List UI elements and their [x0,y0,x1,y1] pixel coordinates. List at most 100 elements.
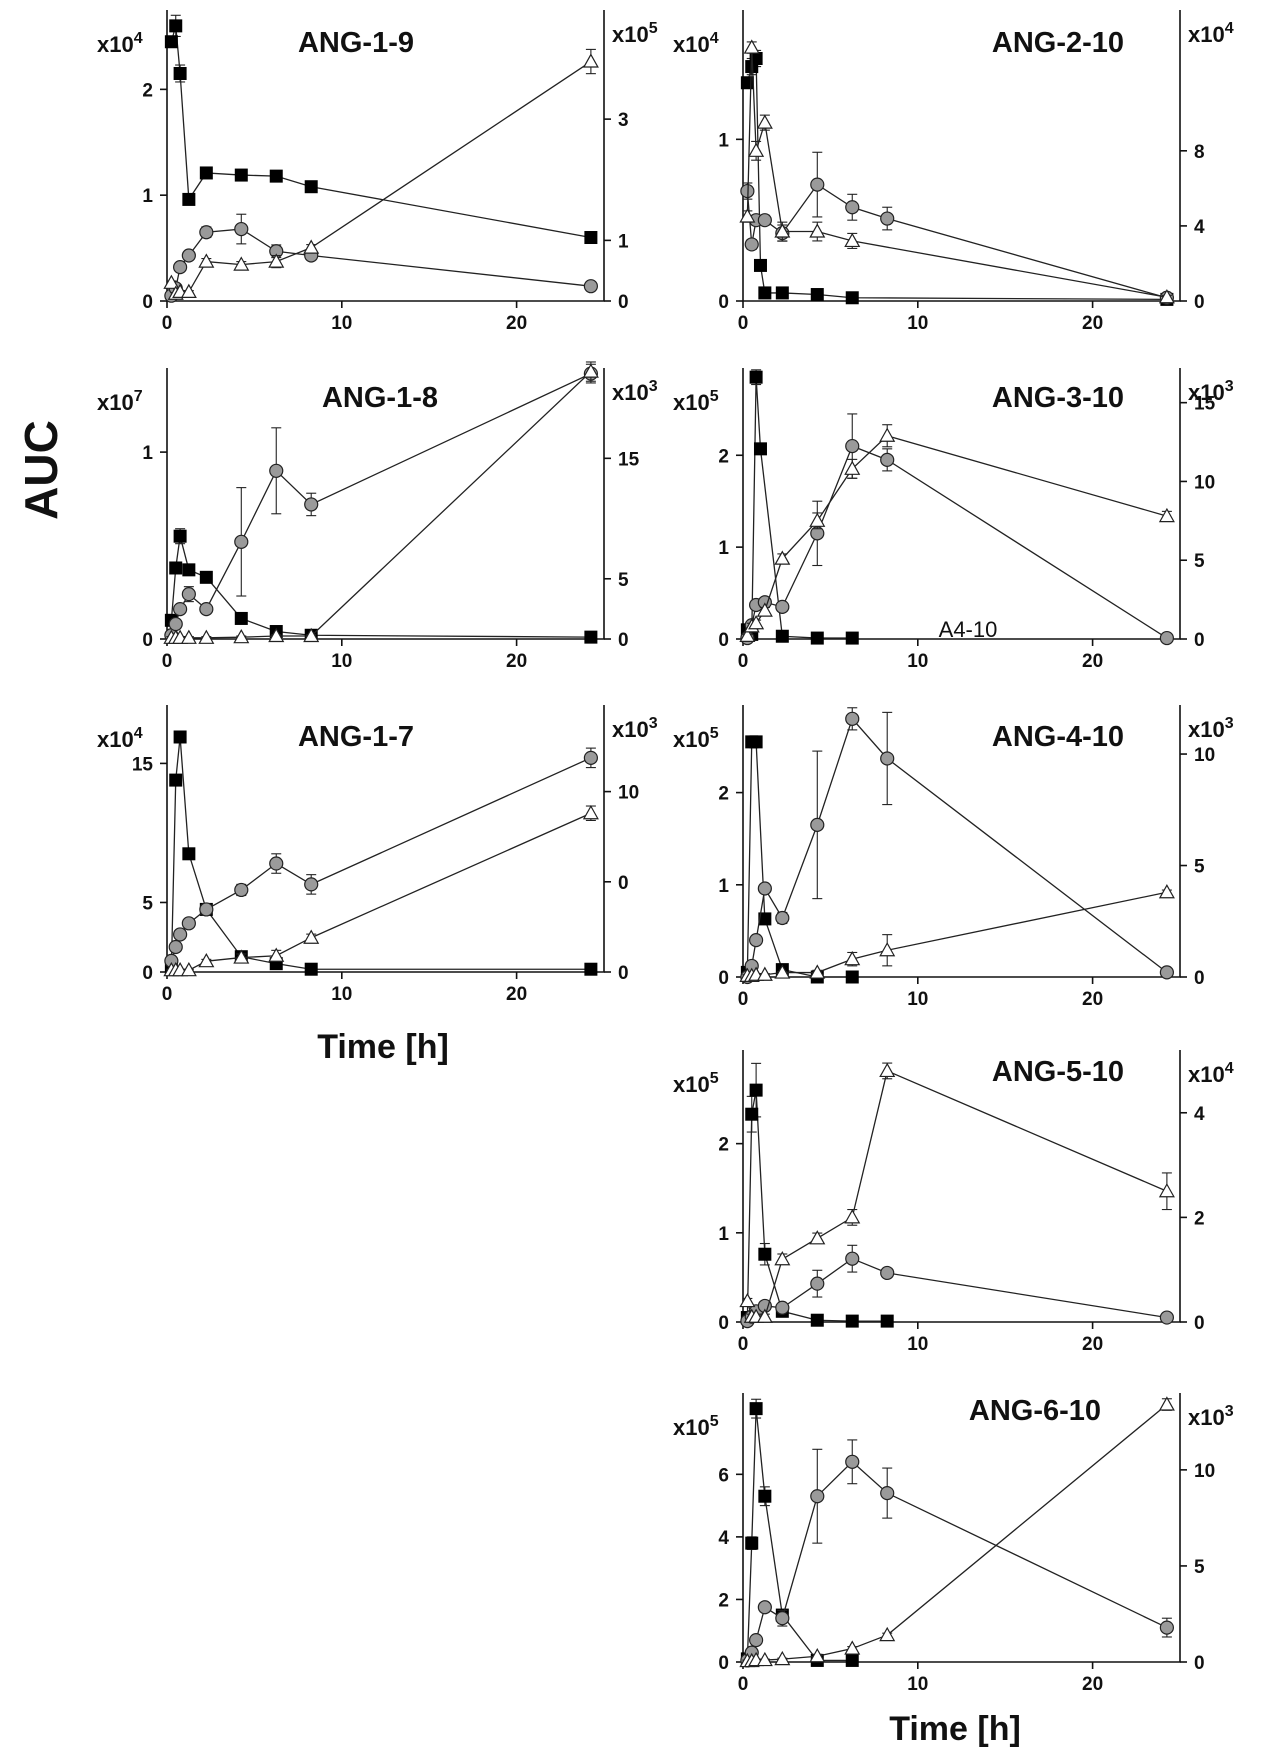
data-point [756,602,773,617]
axis-frame [166,705,605,973]
data-point [198,629,215,644]
x-tick-label: 10 [907,989,928,1010]
data-point [749,370,763,384]
data-point [775,286,789,300]
data-point [810,1313,824,1327]
axis-frame [166,10,605,302]
data-point [845,438,860,454]
series-circle-gray [740,707,1174,985]
data-point [749,1402,763,1416]
left-axis-multiplier: x104 [673,30,719,57]
data-point [809,1230,826,1245]
data-point [181,587,196,602]
right-y-tick-label: 0 [1194,292,1205,313]
left-y-tick-label: 1 [718,130,729,151]
data-point [844,1640,861,1655]
data-point [163,274,180,289]
right-y-tick-label: 0 [1194,968,1205,989]
right-y-tick-label: 0 [618,963,629,984]
data-point [303,627,320,643]
series-line [746,47,1168,298]
left-y-tick-label: 4 [718,1528,729,1549]
series-triangle-open [163,805,599,977]
right-y-tick-label: 0 [1194,630,1205,651]
series-circle-gray [164,747,598,968]
data-point [880,1265,895,1281]
x-tick-label: 20 [506,651,527,672]
data-point [169,19,183,33]
data-point [844,1209,861,1224]
panel-title: ANG-1-8 [322,382,438,414]
x-tick-label: 10 [907,1334,928,1355]
left-y-tick-label: 5 [142,893,153,914]
data-point [775,599,790,614]
data-point [845,291,859,305]
right-y-tick-label: 0 [1194,1653,1205,1674]
right-axis-multiplier: x104 [1188,20,1234,47]
panel-title: ANG-5-10 [992,1056,1124,1088]
left-y-tick-label: 1 [718,1224,729,1245]
series-line [746,717,1168,978]
left-axis-multiplier: x105 [673,1070,719,1097]
data-point [173,529,187,543]
series-circle-gray [164,213,598,303]
series-line [170,536,591,638]
data-point [233,949,250,964]
y-axis-label: AUC [15,420,67,520]
data-point [845,631,859,645]
right-y-tick-label: 0 [1194,1313,1205,1334]
series-line [746,1460,1168,1661]
data-point [303,239,320,254]
right-y-tick-label: 1 [618,231,629,252]
x-tick-label: 20 [1082,313,1103,334]
data-point [1158,884,1175,899]
left-axis-multiplier: x105 [673,388,719,415]
left-y-tick-label: 6 [718,1465,729,1486]
axis-frame [166,368,605,640]
data-point [181,916,196,931]
data-point [879,1626,896,1642]
data-point [234,534,249,549]
right-axis-multiplier: x103 [1188,378,1234,405]
data-point [757,1600,772,1615]
series-square-filled [740,49,1174,306]
x-axis-label: Time [h] [317,1028,449,1066]
data-point [880,751,895,766]
data-point [880,1314,894,1328]
right-y-tick-label: 4 [1194,1104,1205,1125]
left-y-tick-label: 1 [718,538,729,559]
data-point [1159,1620,1174,1635]
series-line [746,1257,1167,1322]
x-tick-label: 20 [1082,1674,1103,1695]
data-point [234,168,248,182]
series-circle-gray [740,151,1174,305]
data-point [181,248,196,263]
series-triangle-open [739,1062,1175,1323]
data-point [809,512,826,527]
data-point [1158,1396,1175,1411]
data-point [774,1650,791,1666]
data-point [182,192,196,206]
series-line [746,183,1168,299]
data-point [774,1251,791,1266]
left-y-tick-label: 2 [718,446,729,467]
panel-title: ANG-1-7 [298,721,414,753]
right-axis-multiplier: x103 [1188,1403,1234,1430]
right-axis-multiplier: x105 [612,20,658,47]
x-tick-label: 0 [738,1334,749,1355]
data-point [879,427,896,442]
series-triangle-open [739,1396,1175,1668]
data-point [749,1083,763,1097]
right-y-tick-label: 8 [1194,142,1205,163]
data-point [199,166,213,180]
panel-title: ANG-4-10 [992,721,1124,753]
data-point [810,1276,825,1291]
data-point [304,877,319,892]
x-tick-label: 0 [738,1674,749,1695]
left-y-tick-label: 0 [718,1313,729,1334]
right-y-tick-label: 4 [1194,217,1205,238]
left-y-tick-label: 1 [142,443,153,464]
